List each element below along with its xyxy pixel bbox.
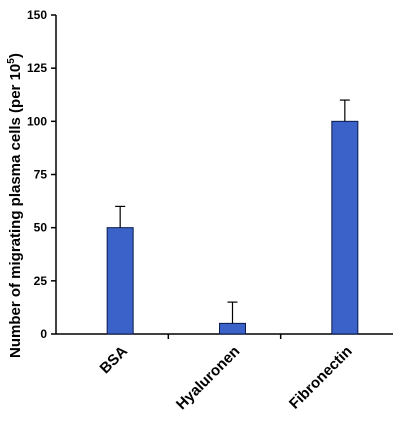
- y-tick-label: 75: [34, 168, 48, 182]
- bar-bsa: [106, 227, 134, 335]
- category-label-hyaluronen: Hyaluronen: [173, 343, 243, 413]
- y-tick-label: 25: [34, 274, 48, 288]
- y-tick-label: 0: [40, 327, 47, 341]
- category-label-bsa: BSA: [97, 343, 132, 378]
- category-label-fibronectin: Fibronectin: [286, 343, 356, 413]
- y-axis-label: Number of migrating plasma cells (per 10…: [6, 53, 24, 358]
- error-bars: [115, 99, 350, 324]
- bar-fibronectin: [331, 120, 359, 335]
- bar-hyaluronen: [219, 322, 246, 335]
- category-labels: BSA Hyaluronen Fibronectin: [97, 343, 356, 413]
- y-tick-label: 100: [27, 114, 47, 128]
- y-tick-label: 125: [27, 61, 47, 75]
- y-tick-label: 150: [27, 8, 47, 22]
- y-axis: 0 25 50 75 100 125 150: [27, 8, 57, 341]
- bars: [106, 120, 359, 335]
- y-tick-label: 50: [34, 221, 48, 235]
- x-axis: [56, 333, 393, 339]
